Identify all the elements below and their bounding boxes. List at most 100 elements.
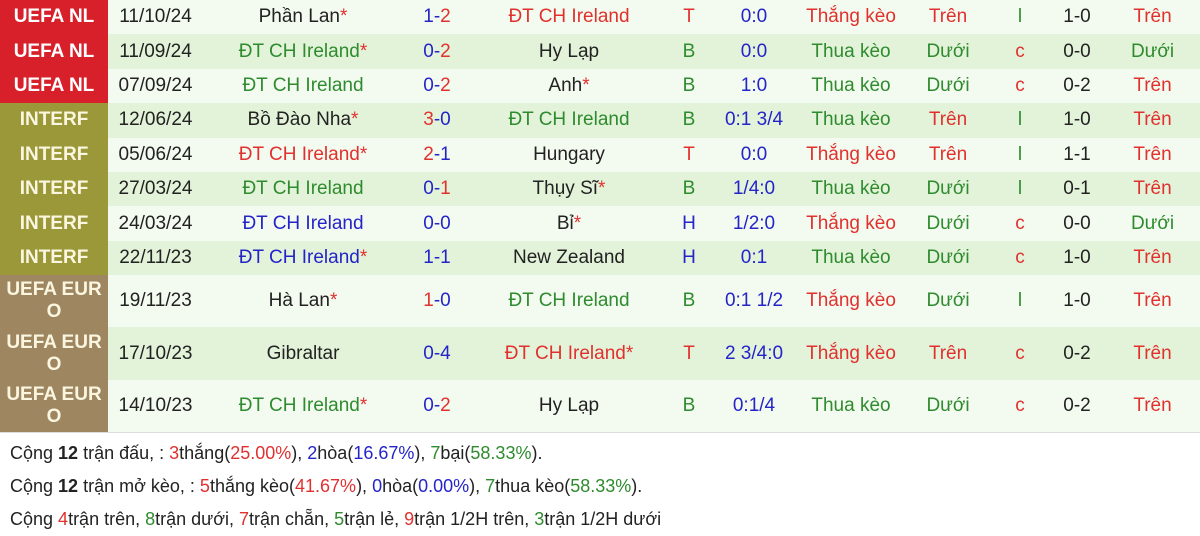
summary-line: Cộng 4trận trên, 8trận dưới, 7trận chẵn,… [10, 503, 1200, 536]
away-team[interactable]: ĐT CH Ireland [471, 103, 667, 138]
home-team[interactable]: ĐT CH Ireland* [203, 240, 403, 276]
away-team[interactable]: ĐT CH Ireland [471, 275, 667, 328]
competition-badge[interactable]: UEFA NL [0, 34, 108, 69]
away-team-name[interactable]: ĐT CH Ireland [508, 109, 630, 131]
half-time-score: 1-0 [1049, 275, 1105, 328]
away-team-name[interactable]: Hy Lạp [538, 40, 600, 62]
home-team-name[interactable]: ĐT CH Ireland [242, 178, 364, 200]
home-star-marker: * [339, 6, 348, 28]
summary-segment: 7 [485, 476, 496, 497]
away-team-name[interactable]: Anh [548, 74, 583, 96]
home-team-name[interactable]: ĐT CH Ireland [242, 74, 364, 96]
home-team-name[interactable]: ĐT CH Ireland [238, 394, 360, 416]
away-team[interactable]: New Zealand [471, 240, 667, 276]
half-time-score: 1-1 [1049, 137, 1105, 172]
home-team[interactable]: ĐT CH Ireland* [203, 379, 403, 433]
home-team-name[interactable]: Bồ Đào Nha [247, 109, 352, 131]
home-team[interactable]: ĐT CH Ireland [203, 206, 403, 241]
half-time-score: 0-2 [1049, 379, 1105, 433]
match-date: 22/11/23 [108, 240, 203, 276]
match-date: 24/03/24 [108, 206, 203, 241]
result: B [667, 103, 711, 138]
home-star-marker: * [359, 394, 368, 416]
score-separator: - [433, 342, 441, 364]
half-time-score: 0-1 [1049, 171, 1105, 207]
home-team-name[interactable]: Hà Lan [268, 290, 330, 312]
away-team-name[interactable]: ĐT CH Ireland [504, 342, 626, 364]
summary-segment: 16.67% [353, 443, 415, 464]
score-separator: - [433, 143, 441, 165]
home-team[interactable]: ĐT CH Ireland [203, 68, 403, 104]
competition-badge[interactable]: UEFA NL [0, 0, 108, 35]
competition-badge[interactable]: INTERF [0, 240, 108, 276]
handicap: 1:0 [711, 68, 797, 104]
summary-segment: 41.67% [295, 476, 357, 497]
away-team[interactable]: Hy Lạp [471, 34, 667, 69]
half-time-score: 0-2 [1049, 327, 1105, 380]
competition-badge[interactable]: INTERF [0, 171, 108, 207]
away-team-name[interactable]: Thụy Sĩ [532, 178, 599, 200]
score-separator: - [433, 178, 441, 200]
home-team[interactable]: ĐT CH Ireland* [203, 34, 403, 69]
home-team[interactable]: ĐT CH Ireland [203, 171, 403, 207]
home-team[interactable]: Bồ Đào Nha* [203, 103, 403, 138]
home-team-name[interactable]: ĐT CH Ireland [238, 40, 360, 62]
match-date: 05/06/24 [108, 137, 203, 172]
away-team[interactable]: Bỉ* [471, 206, 667, 241]
away-team[interactable]: Hy Lạp [471, 379, 667, 433]
score-separator: - [433, 212, 441, 234]
summary-segment: 2 [307, 443, 318, 464]
handicap-result: Thua kèo [797, 103, 905, 138]
home-team-name[interactable]: ĐT CH Ireland [242, 212, 364, 234]
competition-badge[interactable]: INTERF [0, 103, 108, 138]
away-team-name[interactable]: New Zealand [513, 246, 625, 268]
away-team-name[interactable]: Bỉ [556, 212, 574, 234]
away-team-name[interactable]: Hy Lạp [538, 394, 600, 416]
competition-badge[interactable]: INTERF [0, 206, 108, 241]
away-team[interactable]: ĐT CH Ireland [471, 0, 667, 35]
home-team-name[interactable]: ĐT CH Ireland [238, 143, 360, 165]
handicap-result: Thắng kèo [797, 327, 905, 380]
away-team[interactable]: Anh* [471, 68, 667, 104]
competition-badge[interactable]: INTERF [0, 137, 108, 172]
home-team[interactable]: Gibraltar [203, 327, 403, 380]
score: 1-0 [403, 275, 471, 328]
home-team-name[interactable]: Gibraltar [266, 342, 340, 364]
handicap: 0:1/4 [711, 379, 797, 433]
match-date: 19/11/23 [108, 275, 203, 328]
competition-badge[interactable]: UEFA EURO [0, 379, 108, 433]
summary-segment: 9 [404, 509, 415, 530]
score: 0-2 [403, 34, 471, 69]
half-time-score: 1-0 [1049, 240, 1105, 276]
half-time-over-under: Trên [1105, 137, 1200, 172]
home-team[interactable]: Hà Lan* [203, 275, 403, 328]
handicap-result: Thua kèo [797, 68, 905, 104]
competition-badge[interactable]: UEFA EURO [0, 327, 108, 380]
competition-badge[interactable]: UEFA NL [0, 68, 108, 104]
score-home: 1 [423, 290, 434, 312]
away-team-name[interactable]: ĐT CH Ireland [508, 6, 630, 28]
odd-even: c [991, 206, 1049, 241]
table-row: UEFA EURO 19/11/23 Hà Lan* 1-0 ĐT CH Ireland… [0, 275, 1200, 328]
away-team[interactable]: Thụy Sĩ* [471, 171, 667, 207]
table-row: UEFA NL 11/10/24 Phần Lan* 1-2 ĐT CH Ireland… [0, 0, 1200, 35]
home-team[interactable]: Phần Lan* [203, 0, 403, 35]
home-team-name[interactable]: Phần Lan [258, 6, 340, 28]
handicap-result: Thắng kèo [797, 206, 905, 241]
half-time-score: 0-0 [1049, 34, 1105, 69]
score-away: 4 [440, 342, 451, 364]
away-team-name[interactable]: ĐT CH Ireland [508, 290, 630, 312]
away-team[interactable]: Hungary [471, 137, 667, 172]
result: B [667, 171, 711, 207]
away-team[interactable]: ĐT CH Ireland* [471, 327, 667, 380]
half-time-over-under: Trên [1105, 103, 1200, 138]
score-home: 3 [423, 109, 434, 131]
summary-segment: trận dưới, [155, 509, 240, 530]
odd-even: l [991, 171, 1049, 207]
away-team-name[interactable]: Hungary [533, 143, 605, 165]
competition-badge[interactable]: UEFA EURO [0, 275, 108, 328]
score-home: 0 [423, 178, 434, 200]
handicap: 1/2:0 [711, 206, 797, 241]
home-team-name[interactable]: ĐT CH Ireland [238, 246, 360, 268]
home-team[interactable]: ĐT CH Ireland* [203, 137, 403, 172]
